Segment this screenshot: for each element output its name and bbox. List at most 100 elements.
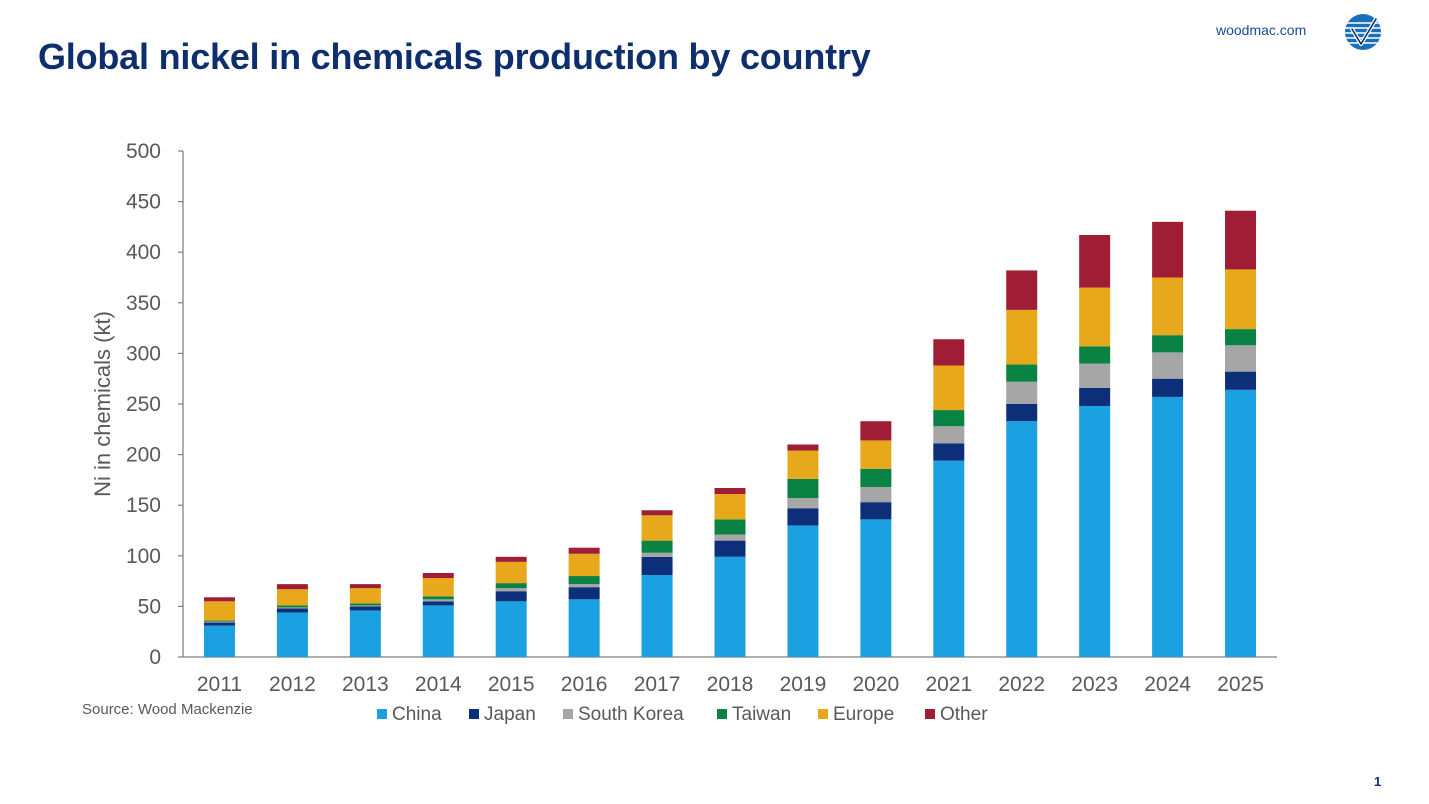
bar-segment-south-korea [1225,345,1257,372]
bar-segment-taiwan [1079,346,1111,364]
bar-segment-other [422,573,454,579]
bar-segment-other [1225,210,1257,270]
bar-segment-taiwan [860,468,892,487]
y-tick-label: 400 [126,241,161,264]
bar-segment-japan [422,601,454,606]
bar-segment-other [860,421,892,441]
bar-segment-europe [714,494,746,520]
bar-segment-taiwan [1006,364,1038,382]
bar-segment-china [349,610,381,657]
page-title: Global nickel in chemicals production by… [38,36,871,77]
x-tick-label: 2017 [634,673,681,696]
bar-segment-china [933,460,965,657]
legend-swatch [717,709,727,719]
bar-segment-other [568,547,600,554]
bar-segment-south-korea [276,607,308,609]
x-tick-label: 2025 [1217,673,1264,696]
bar-segment-other [495,556,527,562]
y-tick-label: 100 [126,545,161,568]
bar-segment-japan [276,608,308,613]
bar-segment-south-korea [933,426,965,444]
x-tick-label: 2013 [342,673,389,696]
y-tick-label: 500 [126,140,161,163]
bar-segment-taiwan [203,620,235,622]
bar-segment-south-korea [1079,363,1111,388]
source-note: Source: Wood Mackenzie [82,701,253,718]
bar-segment-other [1152,221,1184,278]
x-tick-label: 2012 [269,673,316,696]
bar-segment-china [787,525,819,657]
bar-segment-japan [568,587,600,600]
woodmac-logo-icon[interactable] [1344,13,1382,51]
bar-segment-taiwan [349,603,381,606]
bar-segment-europe [641,515,673,541]
bar-segment-japan [349,606,381,611]
bar-segment-taiwan [787,478,819,499]
bar-segment-japan [1006,404,1038,422]
y-tick-label: 150 [126,494,161,517]
y-tick-label: 250 [126,393,161,416]
legend-label: Europe [833,704,894,725]
bar-segment-japan [641,556,673,576]
x-tick-label: 2019 [780,673,827,696]
bar-segment-south-korea [349,605,381,607]
bar-segment-south-korea [1152,352,1184,379]
bar-segment-china [641,575,673,657]
bar-segment-taiwan [1152,335,1184,353]
bar-segment-south-korea [860,486,892,503]
bar-segment-south-korea [787,498,819,509]
bar-segment-japan [714,540,746,557]
bar-segment-china [276,612,308,657]
legend-label: Other [940,704,988,725]
legend-label: China [392,704,442,725]
x-tick-label: 2022 [998,673,1045,696]
bar-segment-japan [1225,371,1257,390]
bar-segment-china [495,601,527,657]
bar-segment-japan [933,443,965,461]
bar-segment-taiwan [276,605,308,608]
legend-label: South Korea [578,704,684,725]
x-tick-label: 2018 [707,673,754,696]
bar-segment-other [714,487,746,495]
bar-segment-europe [495,561,527,584]
bar-segment-japan [1152,378,1184,397]
x-tick-label: 2016 [561,673,608,696]
bar-segment-south-korea [1006,381,1038,404]
bar-segment-europe [1079,287,1111,347]
bar-segment-other [1079,234,1111,288]
y-axis-title: Ni in chemicals (kt) [90,311,115,497]
bar-segment-other [641,510,673,516]
x-tick-label: 2015 [488,673,535,696]
legend-label: Taiwan [732,704,791,725]
bar-segment-japan [1079,387,1111,407]
bar-segment-taiwan [422,596,454,600]
bar-segment-south-korea [203,621,235,623]
bar-segment-europe [860,440,892,469]
bar-segment-south-korea [641,552,673,557]
bar-segment-china [714,556,746,657]
bar-segment-china [860,519,892,657]
bar-segment-china [1225,389,1257,657]
bar-segment-taiwan [495,583,527,589]
bar-segment-south-korea [495,588,527,592]
y-tick-label: 450 [126,191,161,214]
bar-segment-japan [203,622,235,626]
bar-segment-other [787,444,819,451]
bar-segment-south-korea [568,584,600,588]
x-tick-label: 2021 [925,673,972,696]
x-tick-label: 2024 [1144,673,1191,696]
legend-swatch [469,709,479,719]
bar-segment-europe [787,450,819,479]
bar-segment-south-korea [422,599,454,602]
bar-segment-europe [1152,277,1184,336]
bar-segment-other [276,584,308,590]
bar-segment-china [1079,406,1111,657]
brand-link[interactable]: woodmac.com [1216,22,1307,38]
bar-segment-japan [787,508,819,526]
bar-segment-china [1006,421,1038,657]
bar-segment-china [203,625,235,657]
y-tick-label: 0 [149,646,161,669]
y-tick-label: 300 [126,342,161,365]
bar-segment-other [349,584,381,589]
bar-segment-china [1152,396,1184,657]
